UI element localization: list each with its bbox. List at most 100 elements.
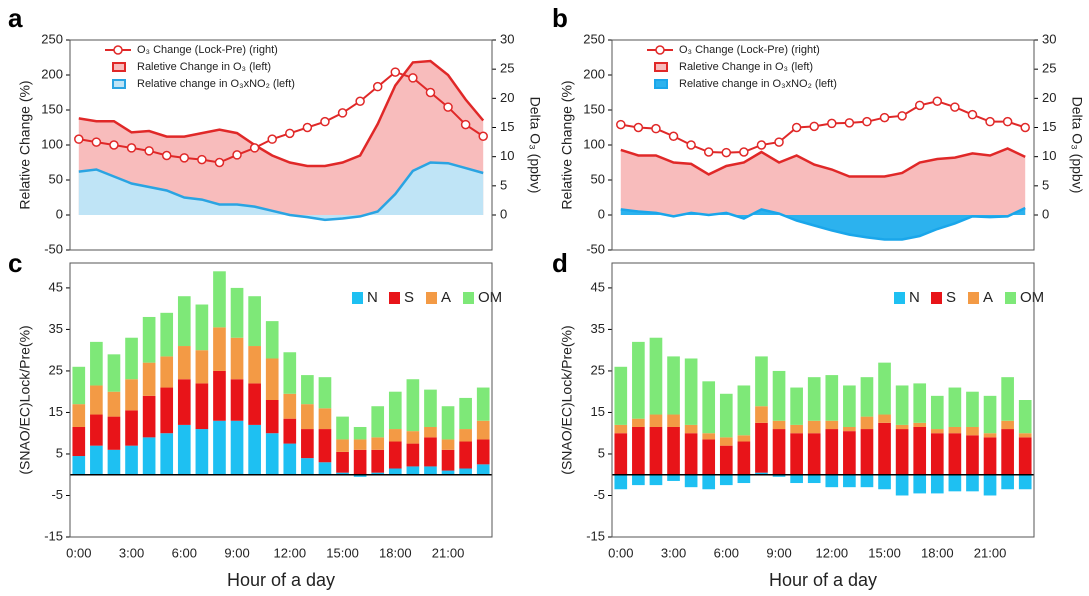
bar-segment — [371, 406, 385, 438]
bar-segment — [632, 426, 645, 475]
marker — [967, 109, 978, 120]
bar-segment — [353, 439, 367, 450]
marker — [74, 134, 84, 144]
y2-tick-label: 15 — [1042, 119, 1056, 134]
bar-segment — [860, 416, 874, 430]
bar-segment — [719, 437, 733, 446]
marker — [408, 73, 418, 83]
marker — [285, 128, 295, 139]
panel-label: c — [8, 248, 22, 278]
area-edge — [620, 147, 1026, 178]
bar-segment — [632, 418, 645, 427]
bar-segment — [90, 445, 103, 475]
bar-segment — [667, 426, 680, 475]
bar-segment — [632, 474, 645, 486]
y-tick-label: 35 — [49, 321, 63, 336]
y2-axis-title: Delta O₃ (ppbv) — [1069, 97, 1085, 194]
bar-segment — [755, 472, 768, 475]
bar-segment — [772, 370, 786, 421]
plot-frame — [611, 39, 1035, 251]
bar-segment — [684, 433, 698, 475]
bar-segment — [843, 431, 856, 475]
legend-marker — [655, 45, 665, 55]
bar-segment — [283, 393, 297, 419]
marker — [774, 137, 784, 147]
bar-segment — [441, 406, 455, 440]
marker — [914, 100, 925, 111]
bar-segment — [283, 352, 297, 394]
bar-segment — [614, 433, 628, 475]
legend-label: N — [909, 289, 920, 306]
bar-segment — [441, 470, 455, 475]
bar-segment — [424, 466, 437, 475]
bar-segment — [930, 474, 944, 494]
bar-segment — [667, 474, 680, 481]
bar-segment — [424, 389, 437, 427]
y2-tick-label: 5 — [500, 177, 507, 192]
bar-segment — [301, 375, 314, 405]
marker — [827, 118, 837, 129]
bar-segment — [476, 387, 490, 421]
bar-segment — [336, 416, 349, 440]
bar-segment — [248, 424, 261, 475]
y2-tick-label: 10 — [1042, 148, 1056, 163]
bar-segment — [459, 397, 472, 430]
bar-segment — [825, 429, 839, 475]
bar-segment — [476, 464, 490, 475]
bar-segment — [476, 420, 490, 440]
marker — [703, 147, 714, 157]
y2-tick-label: 30 — [500, 31, 514, 46]
bar-segment — [195, 383, 209, 430]
bar-segment — [966, 474, 979, 492]
bar-segment — [807, 433, 821, 475]
bar-segment — [702, 381, 716, 434]
y-tick-label: 100 — [41, 136, 63, 151]
bar-segment — [177, 379, 191, 425]
marker — [932, 96, 943, 106]
bar-segment — [948, 474, 962, 492]
bar-segment — [895, 429, 909, 475]
marker — [443, 102, 453, 112]
bar-segment — [719, 445, 733, 475]
bar-segment — [825, 420, 839, 430]
bar-segment — [160, 312, 174, 357]
marker — [109, 140, 119, 150]
bar-segment — [353, 426, 367, 440]
bar-segment — [371, 472, 385, 475]
line — [620, 100, 1026, 154]
bar-segment — [1018, 437, 1032, 475]
y-tick-label: 15 — [49, 404, 63, 419]
legend-label: S — [404, 289, 414, 306]
legend-label: O₃ Change (Lock-Pre) (right) — [679, 44, 820, 56]
y2-tick-label: 15 — [500, 119, 514, 134]
bar-segment — [878, 414, 891, 423]
bar-segment — [248, 346, 261, 384]
bar-segment — [406, 443, 420, 467]
bar-segment — [895, 474, 909, 496]
bar-segment — [614, 366, 628, 425]
bar-segment — [983, 395, 997, 434]
bar-segment — [248, 296, 261, 347]
bar-segment — [388, 429, 402, 442]
legend-label: Relative change in O₃xNO₂ (left) — [679, 78, 837, 90]
marker — [791, 122, 802, 133]
bar-segment — [860, 474, 874, 488]
y-tick-label: 100 — [583, 136, 605, 151]
area-edge — [78, 59, 485, 168]
x-tick-label: 12:00 — [274, 545, 307, 560]
marker — [320, 116, 330, 127]
bar-segment — [614, 424, 628, 434]
bar-segment — [825, 474, 839, 488]
y-tick-label: 200 — [41, 66, 63, 81]
y-tick-label: 25 — [591, 362, 605, 377]
bar-segment — [301, 458, 314, 475]
bar-segment — [125, 379, 138, 411]
bar-segment — [807, 377, 821, 421]
y2-tick-label: 25 — [1042, 61, 1056, 76]
bar-segment — [878, 474, 891, 490]
y-tick-label: 50 — [49, 171, 63, 186]
bar-segment — [230, 337, 244, 380]
legend-label: Relative change in O₃xNO₂ (left) — [137, 78, 295, 90]
legend-swatch — [894, 292, 905, 304]
bar-segment — [684, 424, 698, 434]
